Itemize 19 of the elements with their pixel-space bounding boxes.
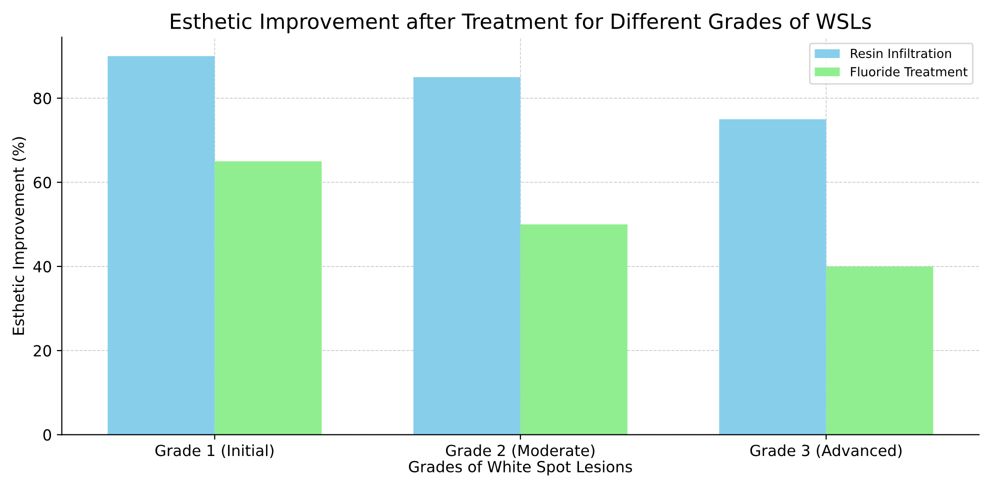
bar <box>108 56 215 435</box>
bar <box>826 266 934 435</box>
x-tick-label: Grade 3 (Advanced) <box>750 444 902 458</box>
y-tick-label: 0 <box>43 429 52 441</box>
bar <box>520 224 628 435</box>
x-tick-label: Grade 2 (Moderate) <box>446 444 594 458</box>
y-tick-label: 80 <box>34 92 52 104</box>
legend-label: Fluoride Treatment <box>850 66 968 76</box>
y-tick-label: 60 <box>34 176 52 188</box>
bar <box>214 161 322 435</box>
y-tick-label: 20 <box>34 345 52 357</box>
x-axis-title: Grades of White Spot Lesions <box>408 460 632 476</box>
y-tick-label: 40 <box>33 260 52 272</box>
bar <box>413 77 520 435</box>
y-axis-title: Esthetic Improvement (%) <box>12 137 28 335</box>
x-tick-label: Grade 1 (Initial) <box>155 444 274 458</box>
legend-label: Resin Infiltration <box>850 48 951 58</box>
bar <box>719 119 826 435</box>
chart-title: Esthetic Improvement after Treatment for Different Grades of WSLs <box>170 13 871 34</box>
